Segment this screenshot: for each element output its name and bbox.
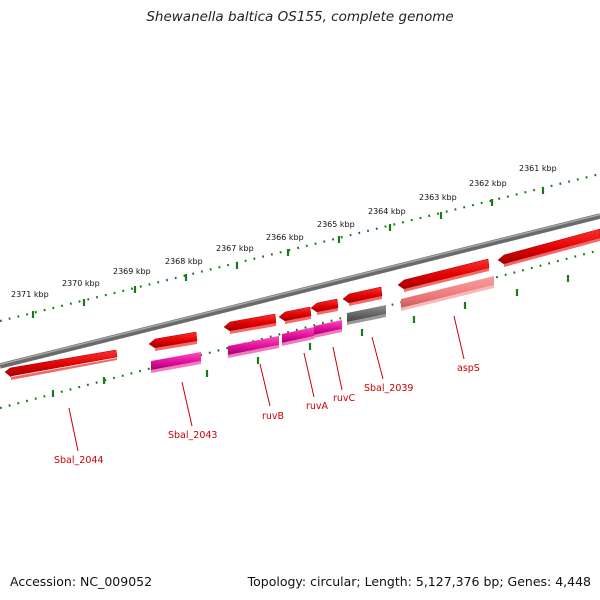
feature-box[interactable]	[228, 336, 279, 358]
gene-label-ruvc: ruvC	[333, 393, 356, 404]
feature-box[interactable]	[401, 276, 494, 311]
inner-scale-line	[0, 248, 600, 410]
gene-arrow[interactable]	[310, 298, 339, 315]
scale-label-2364: 2364 kbp	[368, 207, 406, 216]
gene-label-ruvb: ruvB	[262, 411, 284, 422]
scale-label-2367: 2367 kbp	[216, 244, 254, 253]
feature-box[interactable]	[282, 327, 314, 346]
gene-arrow[interactable]	[397, 258, 490, 292]
gene-label-ruva: ruvA	[306, 401, 329, 412]
scale-label-2362: 2362 kbp	[469, 179, 507, 188]
gene-arrow[interactable]	[223, 313, 277, 334]
gene-arrow[interactable]	[148, 331, 198, 351]
outer-major-ticks	[31, 187, 545, 318]
gene-arrow[interactable]	[4, 349, 118, 380]
gene-label-sbal-2043: Sbal_2043	[168, 430, 217, 441]
feature-box[interactable]	[347, 305, 386, 325]
inner-major-ticks	[51, 275, 570, 397]
gene-label-sbal-2044: Sbal_2044	[54, 455, 103, 466]
genome-stats: Topology: circular; Length: 5,127,376 bp…	[247, 574, 591, 589]
accession-label: Accession: NC_009052	[10, 574, 153, 589]
gene-label-sbal-2039: Sbal_2039	[364, 383, 413, 394]
gene-label-asps: aspS	[457, 363, 480, 374]
feature-box[interactable]	[151, 352, 201, 373]
scale-label-2363: 2363 kbp	[419, 193, 457, 202]
scale-label-2361: 2361 kbp	[519, 164, 557, 173]
gene-arrow[interactable]	[497, 228, 600, 267]
gene-arrow[interactable]	[278, 306, 312, 324]
genome-title: Shewanella baltica OS155, complete genom…	[146, 9, 454, 25]
scale-label-2365: 2365 kbp	[317, 220, 355, 229]
scale-label-2368: 2368 kbp	[165, 257, 203, 266]
feature-box[interactable]	[314, 320, 342, 338]
scale-label-2370: 2370 kbp	[62, 279, 100, 288]
scale-label-2366: 2366 kbp	[266, 233, 304, 242]
outer-scale-line	[0, 172, 600, 323]
genome-backbone	[0, 213, 600, 369]
scale-label-2371: 2371 kbp	[11, 290, 49, 299]
label-leaders	[68, 315, 465, 452]
gene-arrow[interactable]	[342, 286, 383, 306]
scale-label-2369: 2369 kbp	[113, 267, 151, 276]
